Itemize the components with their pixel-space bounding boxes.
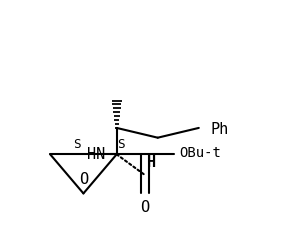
Text: H: H xyxy=(147,155,157,170)
Text: O: O xyxy=(141,200,150,215)
Text: S: S xyxy=(73,138,80,151)
Text: HN: HN xyxy=(87,147,105,162)
Text: O: O xyxy=(79,172,88,187)
Text: Ph: Ph xyxy=(210,122,229,137)
Text: OBu-t: OBu-t xyxy=(179,146,221,160)
Text: S: S xyxy=(117,138,124,151)
